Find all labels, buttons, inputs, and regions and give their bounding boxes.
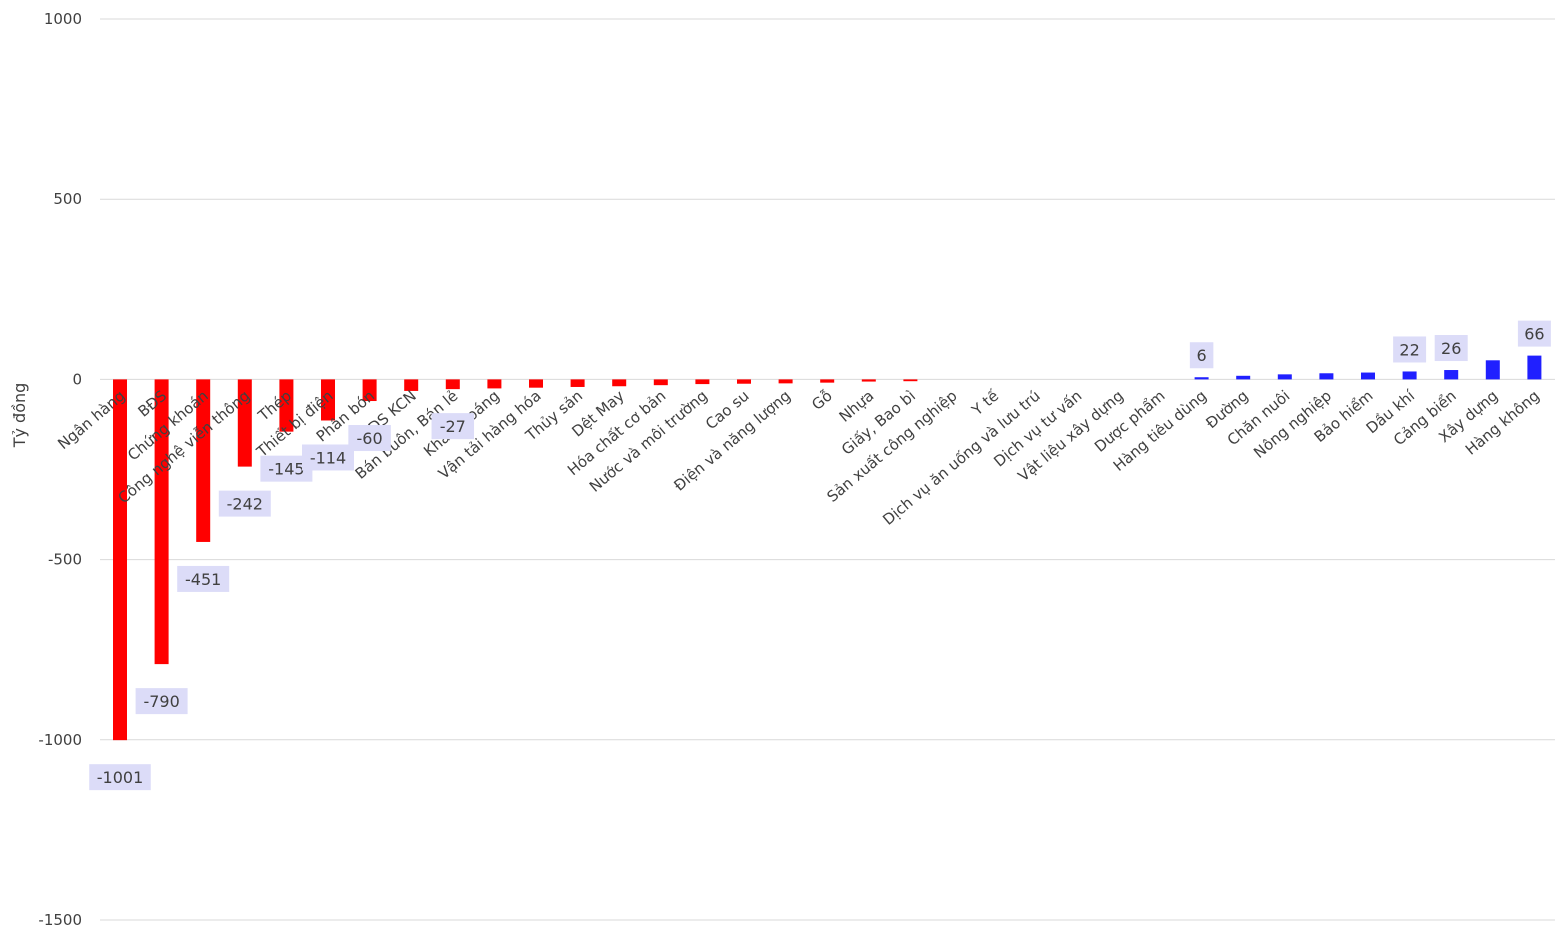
data-label-text: 22 (1399, 340, 1419, 359)
data-label: -451 (177, 565, 230, 592)
bar (362, 379, 377, 402)
bar (445, 379, 460, 390)
y-tick-label: 0 (72, 370, 82, 388)
data-label-text: -451 (185, 570, 221, 589)
bar (529, 379, 543, 388)
bar (653, 379, 668, 386)
y-axis-ticks: 1000 500 0 -500 -1000 -1500 (38, 10, 82, 929)
data-label-background (1434, 335, 1468, 362)
data-label-text: -27 (440, 417, 466, 436)
y-axis-title: Tỷ đồng (10, 383, 29, 449)
data-label-background (1189, 342, 1214, 369)
data-label: 6 (1189, 342, 1214, 369)
data-label-background (302, 444, 354, 471)
data-label: 66 (1517, 320, 1551, 347)
bar (570, 379, 585, 387)
data-label-background (177, 565, 230, 592)
y-tick-label: -1500 (38, 911, 82, 929)
bar (695, 379, 710, 385)
data-label-text: -242 (227, 495, 263, 514)
bar (1444, 370, 1459, 380)
data-label-background (218, 490, 271, 517)
bar (1236, 375, 1251, 380)
data-label-text: -145 (268, 460, 304, 479)
y-tick-label: -1000 (38, 731, 82, 749)
data-label: -790 (135, 688, 188, 715)
bar (113, 379, 127, 741)
bar (1402, 371, 1417, 380)
bar (404, 379, 419, 391)
data-labels: -1001 -790 -451 -242 -145 -114 -60 -27 6 22 26 66 (89, 320, 1551, 791)
bar (1194, 377, 1209, 380)
bar (1527, 355, 1542, 380)
data-label: -242 (218, 490, 271, 517)
data-label: 22 (1393, 336, 1427, 363)
bar (487, 379, 502, 389)
data-label-text: 66 (1524, 325, 1544, 344)
bar (154, 379, 169, 665)
bar (279, 379, 294, 432)
data-label-text: -790 (143, 692, 179, 711)
bar (861, 379, 876, 382)
bar (237, 379, 252, 467)
bar (1485, 360, 1500, 380)
data-label-text: -60 (357, 429, 383, 448)
data-label: 26 (1434, 335, 1468, 362)
bar (903, 379, 918, 382)
data-label-text: -114 (310, 448, 346, 467)
data-label-background (348, 425, 391, 452)
data-label: -114 (302, 444, 354, 471)
y-tick-label: 1000 (44, 10, 82, 28)
bar (321, 379, 335, 421)
data-label-text: 6 (1197, 346, 1207, 365)
bar (1361, 372, 1375, 380)
bar (1277, 374, 1292, 380)
data-label-text: -1001 (97, 768, 144, 787)
bar (820, 379, 835, 383)
data-label: -60 (348, 425, 391, 452)
x-tick-label: Gỗ (808, 387, 836, 414)
bars (113, 355, 1542, 741)
y-tick-label: -500 (48, 551, 82, 569)
data-label-text: 26 (1441, 339, 1461, 358)
data-label-background (1393, 336, 1427, 363)
bar (196, 379, 211, 542)
bar (778, 379, 793, 384)
bar (737, 379, 751, 384)
data-label: -1001 (89, 764, 151, 791)
data-label: -27 (431, 413, 475, 440)
bar (612, 379, 627, 387)
data-label-background (89, 764, 151, 791)
data-label-background (135, 688, 188, 715)
data-label-background (431, 413, 475, 440)
bar (1319, 373, 1334, 380)
data-label-background (1517, 320, 1551, 347)
y-tick-label: 500 (53, 190, 82, 208)
